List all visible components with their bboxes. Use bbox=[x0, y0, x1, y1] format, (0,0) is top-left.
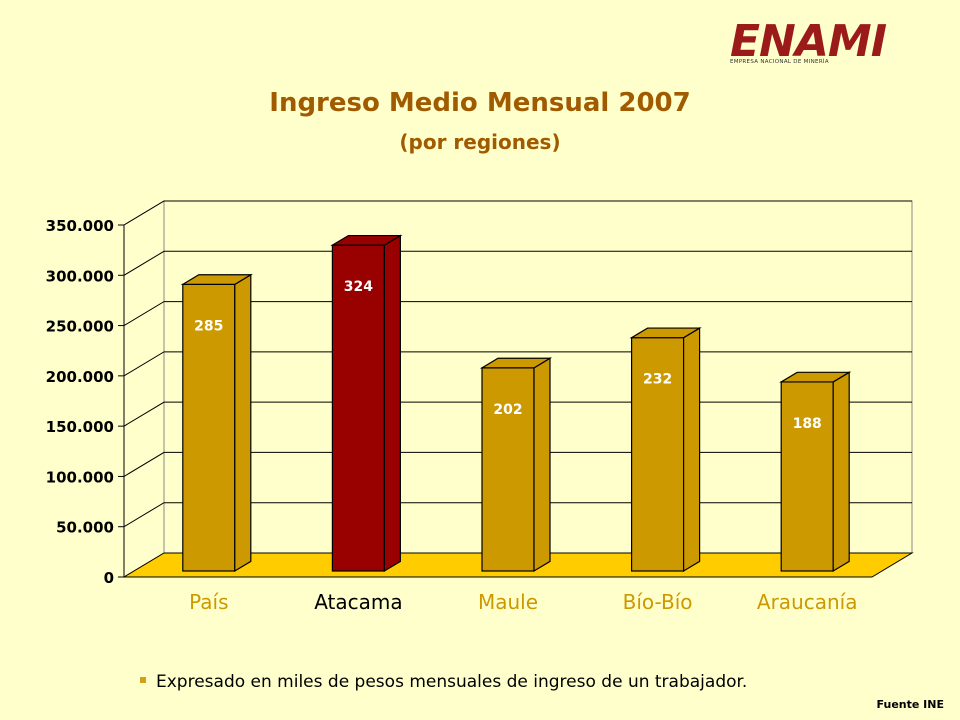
bar-maule: 202 bbox=[479, 357, 553, 573]
data-label: 232 bbox=[643, 372, 672, 388]
bar-side bbox=[234, 273, 252, 573]
bar-top bbox=[479, 357, 553, 369]
y-tick-label: 100.000 bbox=[46, 468, 114, 486]
bar-side bbox=[832, 371, 850, 573]
category-label: Araucanía bbox=[757, 590, 858, 614]
bar-araucana: 188 bbox=[779, 371, 852, 573]
bar-side bbox=[533, 357, 551, 573]
data-label: 324 bbox=[344, 279, 373, 295]
data-label: 285 bbox=[194, 318, 223, 334]
chart-title: Ingreso Medio Mensual 2007 bbox=[269, 88, 691, 118]
bar-top bbox=[779, 371, 852, 383]
chart-side-wall bbox=[123, 200, 165, 578]
bar-front bbox=[331, 244, 385, 572]
category-label: Bío-Bío bbox=[623, 590, 693, 614]
bar-atacama: 324 bbox=[330, 234, 403, 573]
gridline bbox=[123, 200, 912, 226]
logo-wordmark: ENAMI bbox=[730, 16, 887, 67]
bar-front bbox=[182, 283, 236, 572]
chart-subtitle: (por regiones) bbox=[399, 130, 561, 154]
data-label: 188 bbox=[793, 416, 822, 432]
bar-side bbox=[682, 327, 701, 573]
source-label: Fuente INE bbox=[876, 698, 944, 711]
y-tick-label: 50.000 bbox=[56, 519, 114, 537]
bar-front bbox=[481, 367, 535, 572]
bar-front bbox=[630, 337, 685, 572]
bar-top bbox=[180, 274, 253, 285]
bar-top bbox=[629, 327, 702, 339]
bar-front bbox=[780, 381, 834, 572]
category-label: Atacama bbox=[314, 590, 402, 614]
category-label: Maule bbox=[478, 590, 538, 614]
bar-side bbox=[383, 234, 401, 573]
bar-pas: 285 bbox=[180, 273, 253, 573]
footnote-text: Expresado en miles de pesos mensuales de… bbox=[156, 672, 748, 692]
footnote: Expresado en miles de pesos mensuales de… bbox=[140, 672, 747, 692]
enami-logo: ENAMI EMPRESA NACIONAL DE MINERÍA bbox=[728, 18, 938, 70]
bullet-icon bbox=[140, 677, 146, 683]
gridline bbox=[123, 301, 912, 327]
y-tick-label: 150.000 bbox=[46, 418, 114, 436]
gridline bbox=[123, 250, 912, 276]
logo-subtitle: EMPRESA NACIONAL DE MINERÍA bbox=[730, 59, 829, 65]
y-tick-label: 250.000 bbox=[46, 318, 114, 336]
category-label: País bbox=[189, 590, 228, 614]
bar-top bbox=[330, 234, 403, 246]
y-tick-label: 0 bbox=[104, 569, 114, 587]
y-tick-label: 300.000 bbox=[46, 267, 114, 285]
y-tick-label: 350.000 bbox=[46, 217, 114, 235]
bar-bobo: 232 bbox=[629, 327, 702, 573]
data-label: 202 bbox=[493, 402, 522, 418]
y-tick-label: 200.000 bbox=[46, 368, 114, 386]
